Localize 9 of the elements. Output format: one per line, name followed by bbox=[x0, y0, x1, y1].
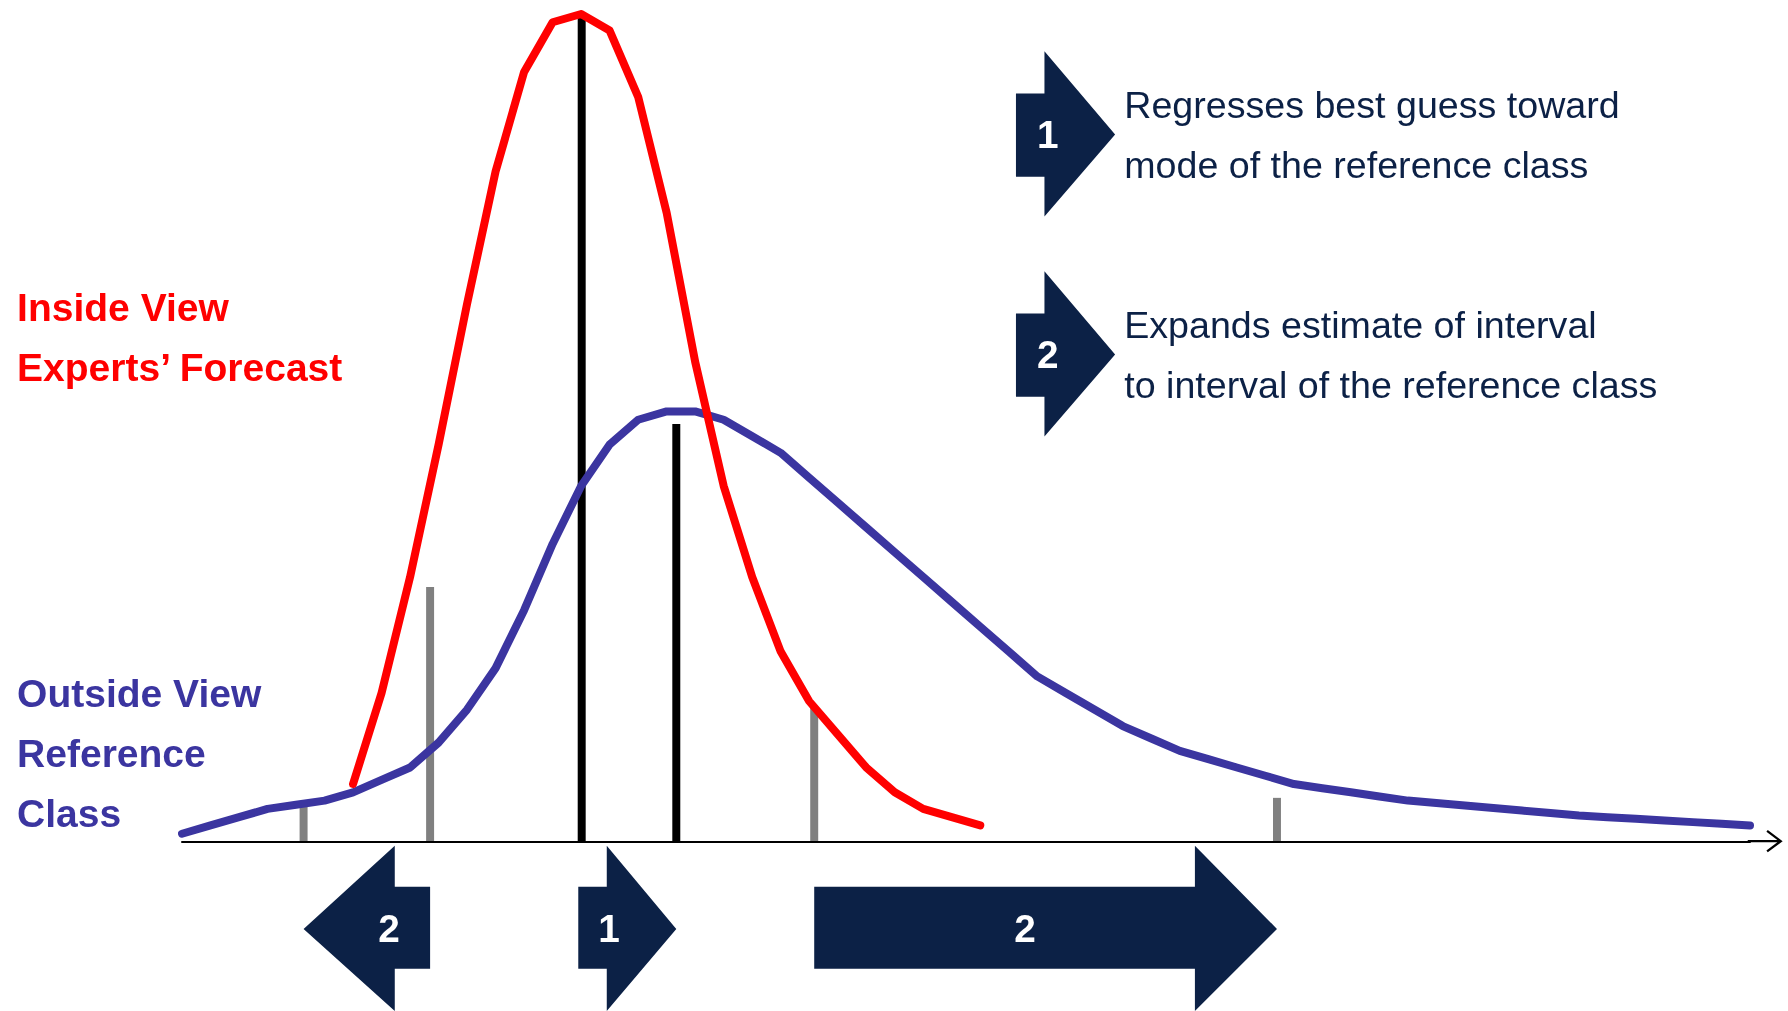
text: Inside View Experts’ Forecast bbox=[17, 285, 343, 392]
annotation: Regresses best guess toward mode of the reference class bbox=[1124, 83, 1620, 187]
text: 2 bbox=[1014, 907, 1036, 951]
text: 2 bbox=[378, 907, 400, 951]
annotation: Expands estimate of interval to interval of the reference class bbox=[1124, 303, 1658, 407]
text: 1 bbox=[598, 907, 620, 951]
series-label: Outside View Reference Class bbox=[17, 670, 262, 837]
annotation: 2 bbox=[1037, 332, 1059, 376]
annotation: 1 bbox=[1037, 113, 1059, 156]
